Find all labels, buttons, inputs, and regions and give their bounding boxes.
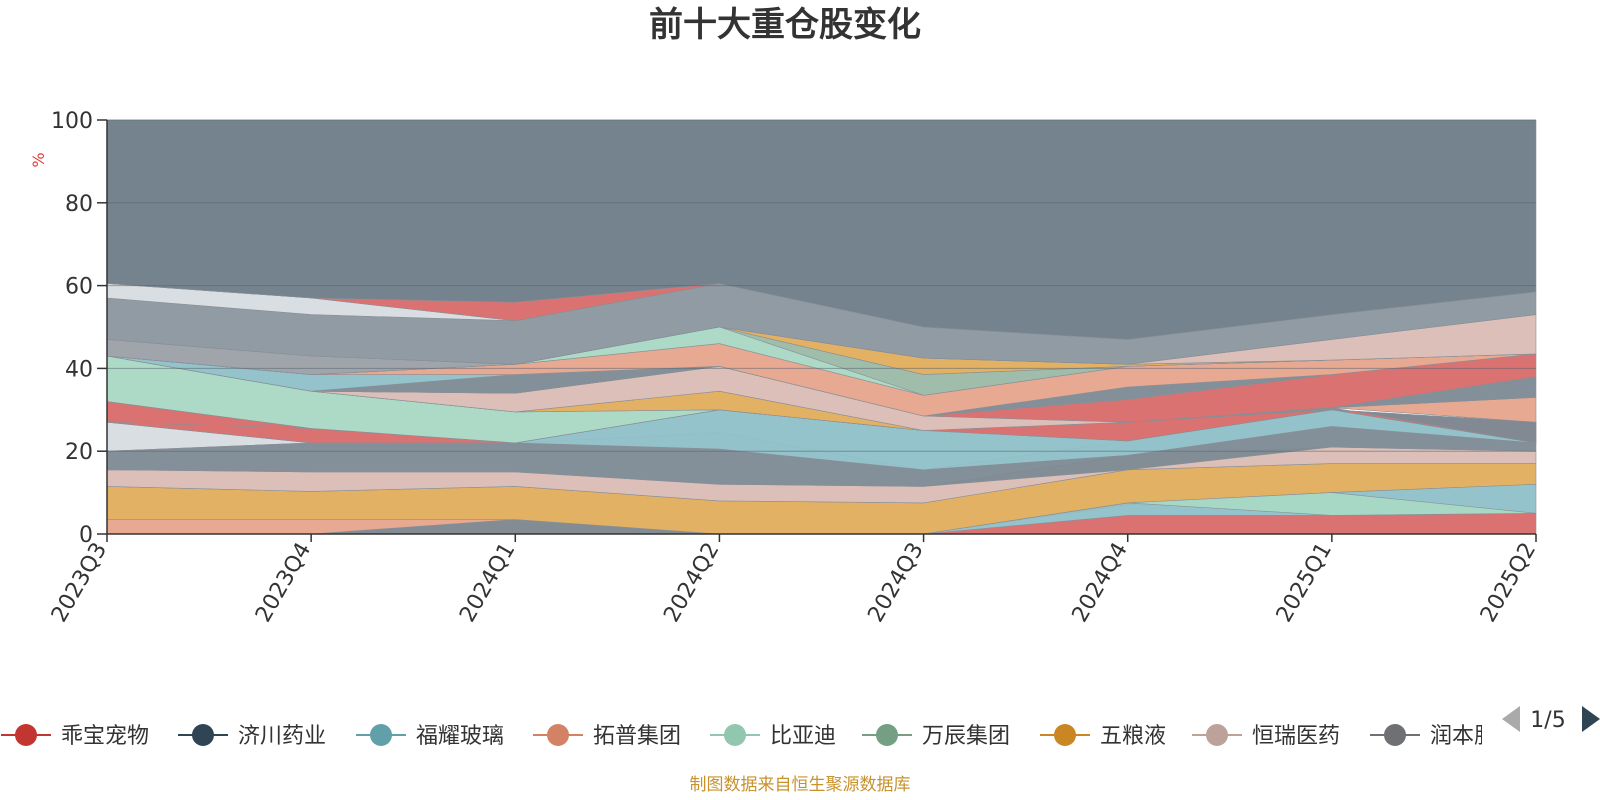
x-tick-label: 2024Q1 — [455, 539, 520, 627]
y-tick-label: 0 — [79, 523, 93, 548]
chart-title: 前十大重仓股变化 — [649, 5, 921, 45]
x-tick-label: 2025Q2 — [1476, 539, 1541, 627]
x-tick-label: 2024Q2 — [659, 539, 724, 627]
legend-label: 乖宝宠物 — [61, 724, 149, 749]
legend-item[interactable]: 五粮液 — [1040, 724, 1166, 749]
plot-areas — [106, 119, 1537, 535]
legend-prev-icon[interactable] — [1502, 706, 1520, 732]
y-axis: 0 20 40 60 80 100 — [51, 109, 108, 548]
y-tick-label: 80 — [65, 192, 93, 217]
legend-item[interactable]: 拓普集团 — [533, 724, 681, 749]
legend-item[interactable]: 乖宝宠物 — [1, 724, 149, 749]
legend-label: 比亚迪 — [770, 724, 836, 749]
legend-label: 济川药业 — [238, 724, 326, 749]
legend-label: 万辰集团 — [922, 724, 1010, 749]
legend-next-icon[interactable] — [1582, 706, 1600, 732]
legend-item[interactable]: 恒瑞医药 — [1192, 724, 1340, 749]
legend-dot-marker — [1054, 724, 1076, 746]
legend-page-indicator: 1/5 — [1530, 708, 1565, 733]
legend-dot-marker — [876, 724, 898, 746]
legend-label: 拓普集团 — [593, 724, 681, 749]
legend-label: 五粮液 — [1100, 724, 1166, 749]
legend-label: 恒瑞医药 — [1252, 724, 1340, 749]
source-note: 制图数据来自恒生聚源数据库 — [690, 775, 911, 795]
x-tick-label: 2023Q3 — [47, 539, 112, 627]
legend-dot-marker — [370, 724, 392, 746]
legend-dot-marker — [192, 724, 214, 746]
legend-label: 润本股份 — [1430, 724, 1518, 749]
y-tick-label: 100 — [51, 109, 93, 134]
grid-lines — [107, 119, 1536, 452]
y-tick-label: 40 — [65, 357, 93, 382]
legend-dot-marker — [15, 724, 37, 746]
legend-item[interactable]: 润本股份 — [1370, 724, 1518, 749]
x-tick-label: 2024Q4 — [1068, 539, 1133, 627]
x-tick-label: 2024Q3 — [863, 539, 928, 627]
legend-pager: 1/5 — [1502, 706, 1600, 733]
legend-dot-marker — [724, 724, 746, 746]
y-tick-label: 60 — [65, 275, 93, 300]
legend-dot-marker — [1384, 724, 1406, 746]
x-tick-label: 2023Q4 — [251, 539, 316, 627]
legend: 乖宝宠物 济川药业 福耀玻璃 拓普集团 比亚迪 万辰集团 五粮液 恒瑞医药 润本股份 — [1, 724, 1518, 749]
y-tick-label: 20 — [65, 440, 93, 465]
legend-dot-marker — [547, 724, 569, 746]
legend-item[interactable]: 万辰集团 — [862, 724, 1010, 749]
legend-label: 福耀玻璃 — [416, 724, 504, 749]
x-tick-label: 2025Q1 — [1272, 539, 1337, 627]
legend-item[interactable]: 福耀玻璃 — [356, 724, 504, 749]
legend-item[interactable]: 比亚迪 — [710, 724, 836, 749]
legend-item[interactable]: 济川药业 — [178, 724, 326, 749]
legend-dot-marker — [1206, 724, 1228, 746]
x-axis: 2023Q3 2023Q4 2024Q1 2024Q2 2024Q3 2024Q4 2025… — [47, 533, 1541, 627]
y-axis-unit-label: % — [29, 152, 48, 167]
